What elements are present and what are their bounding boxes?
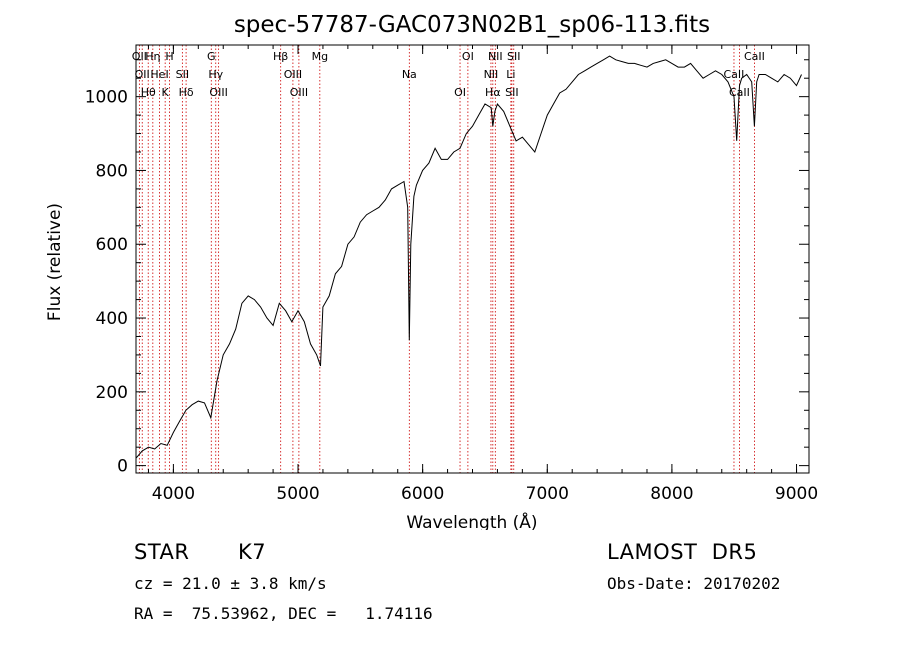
line-label: H [165,50,173,63]
x-axis: 4000 5000 6000 7000 8000 9000 [147,45,818,504]
y-tick-label: 400 [96,309,128,329]
line-label: Hδ [179,86,194,99]
line-label: NII [488,50,503,63]
y-tick-label: 800 [96,161,128,181]
line-label: OIII [284,68,302,81]
line-label: Na [402,68,417,81]
line-label: OII [135,68,150,81]
y-tick-label: 600 [96,235,128,255]
y-axis-label: Flux (relative) [45,203,65,321]
survey-name: LAMOST DR5 [607,540,758,564]
line-label: Li [506,68,515,81]
line-label: Hθ [141,86,156,99]
y-tick-label: 0 [117,457,128,477]
obs-date: Obs-Date: 20170202 [607,574,781,593]
line-label: CaII [724,68,745,81]
redshift-text: cz = 21.0 ± 3.8 km/s [134,574,327,593]
line-label: OI [462,50,474,63]
line-label: OIII [290,86,308,99]
emission-line-labels: OIIOIIHθHηHeIKHSIIHδGHγOIIIHβOIIIOIIIMgN… [132,50,765,99]
line-label: Mg [312,50,328,63]
line-label: SII [176,68,189,81]
line-label: Hβ [273,50,288,63]
line-label: Hη [145,50,160,63]
spectrum-line [135,55,802,459]
y-tick-label: 200 [96,383,128,403]
x-tick-label: 7000 [526,484,569,504]
line-label: SII [507,50,520,63]
line-label: SII [505,86,518,99]
line-label: CaII [744,50,765,63]
coordinates: RA = 75.53962, DEC = 1.74116 [134,604,433,623]
x-tick-label: 8000 [650,484,693,504]
line-label: K [162,86,170,99]
y-axis: 0 200 400 600 800 1000 [85,59,809,477]
line-label: Hγ [208,68,223,81]
line-label: HeI [150,68,168,81]
x-axis-label: Wavelength (Å) [406,511,537,530]
x-tick-label: 4000 [152,484,195,504]
emission-line-markers [138,45,755,473]
x-tick-label: 9000 [775,484,818,504]
plot-frame [135,44,810,474]
line-label: NII [484,68,499,81]
y-tick-label: 1000 [85,88,128,108]
line-label: Hα [485,86,501,99]
object-subclass: K7 [238,540,267,564]
object-class: STAR [134,540,190,564]
spectrum-chart: spec-57787-GAC073N02B1_sp06-113.fits OII… [45,12,818,530]
x-tick-label: 6000 [401,484,444,504]
line-label: OIII [209,86,227,99]
x-tick-label: 5000 [276,484,319,504]
line-label: OI [454,86,466,99]
chart-title: spec-57787-GAC073N02B1_sp06-113.fits [234,12,710,38]
line-label: G [207,50,216,63]
